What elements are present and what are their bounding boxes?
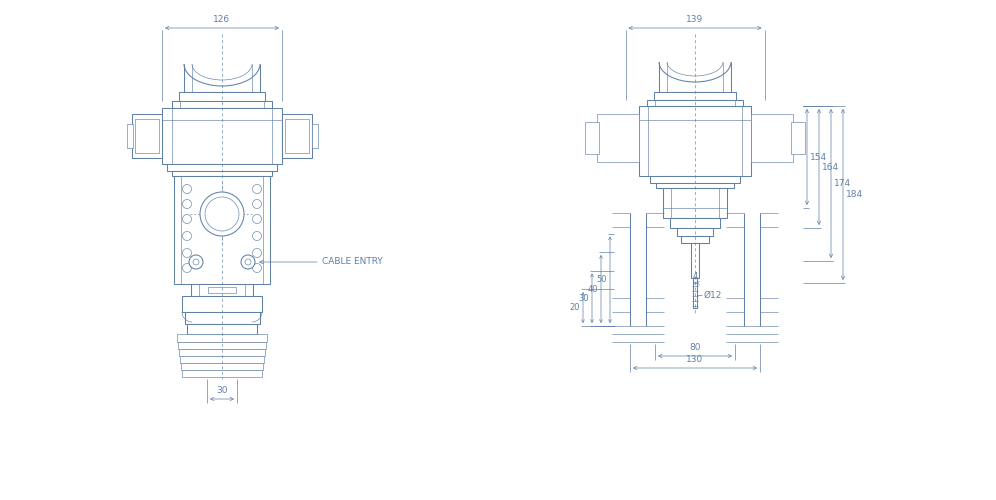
Text: 80: 80 xyxy=(689,343,701,352)
Bar xyxy=(585,122,599,154)
Circle shape xyxy=(189,255,203,269)
Bar xyxy=(178,342,266,349)
Bar xyxy=(132,114,162,158)
Circle shape xyxy=(205,197,239,231)
Bar xyxy=(681,236,709,243)
Text: 139: 139 xyxy=(686,15,703,24)
Bar xyxy=(179,349,265,356)
Text: 30: 30 xyxy=(216,386,228,395)
Bar xyxy=(184,312,260,324)
Circle shape xyxy=(253,200,262,208)
Bar xyxy=(654,92,736,100)
Circle shape xyxy=(245,259,251,265)
Bar xyxy=(174,176,270,284)
Text: 164: 164 xyxy=(822,162,839,172)
Bar xyxy=(285,119,309,153)
Circle shape xyxy=(253,184,262,194)
Bar xyxy=(751,114,793,162)
Bar xyxy=(172,171,272,176)
Text: 184: 184 xyxy=(846,190,864,199)
Bar xyxy=(282,114,312,158)
Circle shape xyxy=(182,184,191,194)
Circle shape xyxy=(182,200,191,208)
Bar xyxy=(167,164,277,171)
Bar xyxy=(663,188,727,218)
Text: 30: 30 xyxy=(579,294,589,302)
Bar xyxy=(656,183,734,188)
Circle shape xyxy=(253,214,262,224)
Bar xyxy=(650,176,740,183)
Bar xyxy=(180,356,264,363)
Text: 126: 126 xyxy=(213,15,230,24)
Circle shape xyxy=(253,232,262,240)
Text: 154: 154 xyxy=(810,152,827,162)
Circle shape xyxy=(182,248,191,258)
Bar xyxy=(691,243,699,278)
Bar xyxy=(135,119,159,153)
Circle shape xyxy=(200,192,244,236)
Text: Ø12: Ø12 xyxy=(704,290,722,300)
Bar xyxy=(172,101,272,108)
Bar xyxy=(179,92,265,101)
Circle shape xyxy=(182,214,191,224)
Bar xyxy=(647,100,743,106)
Bar xyxy=(127,124,133,148)
Bar xyxy=(208,287,236,293)
Bar xyxy=(191,284,253,296)
Bar xyxy=(187,324,257,334)
Circle shape xyxy=(182,232,191,240)
Bar xyxy=(182,370,262,377)
Bar xyxy=(791,122,805,154)
Text: 4: 4 xyxy=(692,272,697,281)
Bar xyxy=(639,106,751,176)
Bar xyxy=(177,334,267,342)
Text: 20: 20 xyxy=(570,303,580,312)
Bar xyxy=(670,218,720,228)
Circle shape xyxy=(193,259,199,265)
Text: 174: 174 xyxy=(834,179,852,188)
Bar xyxy=(597,114,639,162)
Bar xyxy=(181,363,263,370)
Text: 130: 130 xyxy=(686,355,703,364)
Text: 50: 50 xyxy=(597,275,607,284)
Bar xyxy=(182,296,262,312)
Text: CABLE ENTRY: CABLE ENTRY xyxy=(322,258,382,266)
Bar xyxy=(693,278,697,308)
Bar xyxy=(312,124,318,148)
Circle shape xyxy=(241,255,255,269)
Bar xyxy=(162,108,282,164)
Bar xyxy=(677,228,713,236)
Circle shape xyxy=(253,248,262,258)
Text: 40: 40 xyxy=(588,284,598,294)
Circle shape xyxy=(253,264,262,272)
Circle shape xyxy=(182,264,191,272)
